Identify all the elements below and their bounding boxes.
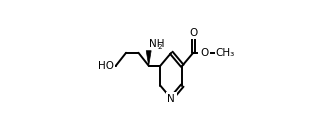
Text: NH: NH <box>150 39 165 49</box>
Text: N: N <box>167 94 175 104</box>
Polygon shape <box>146 51 151 66</box>
Text: HO: HO <box>98 61 114 71</box>
Text: O: O <box>189 28 197 38</box>
Text: O: O <box>200 48 208 58</box>
Text: CH₃: CH₃ <box>216 48 235 58</box>
Text: 2: 2 <box>157 44 162 50</box>
